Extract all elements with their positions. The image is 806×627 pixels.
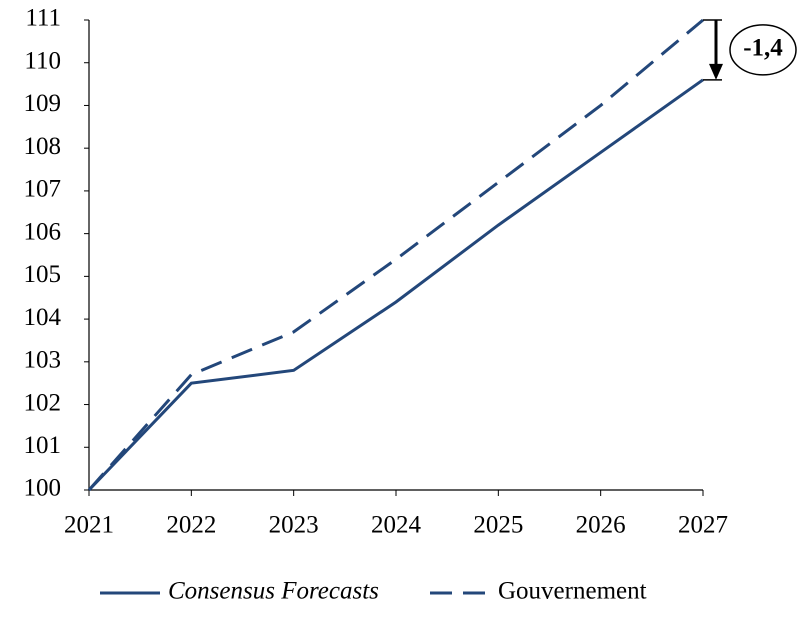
annotation-ellipse — [729, 24, 797, 76]
x-tick-label: 2026 — [576, 512, 626, 539]
x-tick-label: 2025 — [473, 512, 523, 539]
x-tick-label: 2023 — [269, 512, 319, 539]
y-tick-label: 102 — [24, 389, 62, 416]
y-tick-label: 109 — [24, 90, 62, 117]
annotation-arrowhead — [709, 63, 723, 80]
y-tick-label: 106 — [24, 218, 62, 245]
y-tick-label: 101 — [24, 432, 62, 459]
x-tick-label: 2027 — [678, 512, 728, 539]
y-tick-label: 107 — [24, 176, 62, 203]
y-tick-label: 111 — [25, 5, 61, 32]
legend-label: Consensus Forecasts — [168, 578, 379, 605]
x-tick-label: 2021 — [64, 512, 114, 539]
x-tick-label: 2024 — [371, 512, 422, 539]
y-tick-label: 110 — [24, 47, 61, 74]
y-tick-label: 104 — [24, 304, 62, 331]
y-tick-label: 108 — [24, 133, 62, 160]
legend-label: Gouvernement — [498, 578, 647, 605]
x-tick-label: 2022 — [166, 512, 216, 539]
annotation: -1,4 — [743, 35, 783, 62]
y-tick-label: 100 — [24, 475, 62, 502]
y-tick-label: 105 — [24, 261, 62, 288]
y-tick-label: 103 — [24, 347, 62, 374]
series-line — [87, 18, 704, 491]
series-line — [87, 78, 704, 492]
